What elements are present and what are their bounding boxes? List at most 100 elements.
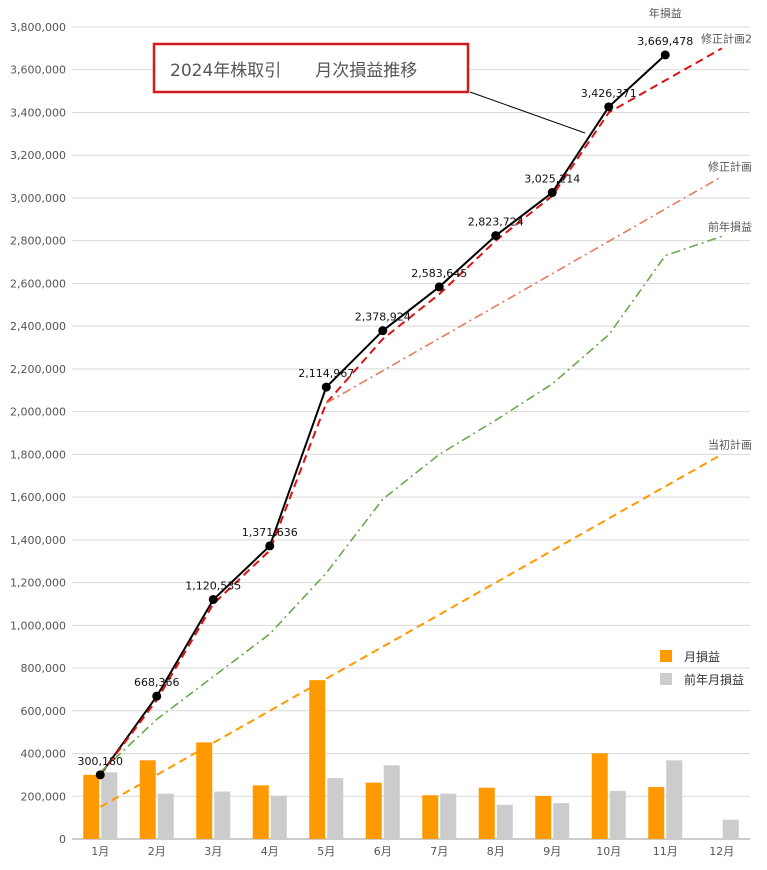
bar (139, 760, 156, 839)
data-label: 3,669,478 (637, 35, 693, 48)
legend-swatch-prev-monthly (660, 673, 672, 685)
legend-swatch-monthly (660, 650, 672, 662)
x-tick-label: 1月 (91, 845, 109, 858)
bar (101, 772, 118, 839)
bar (157, 793, 174, 839)
y-tick-label: 200,000 (21, 790, 67, 803)
y-tick-label: 2,600,000 (10, 277, 66, 290)
bar (535, 795, 552, 839)
y-tick-label: 2,200,000 (10, 363, 66, 376)
point-marker (378, 326, 388, 336)
bar (383, 765, 400, 839)
y-tick-label: 800,000 (21, 662, 67, 675)
bar (722, 819, 739, 839)
x-axis-ticks: 1月 2月 3月 4月 5月 6月 7月 8月 9月 10月 11月 12月 (91, 845, 734, 858)
bar (252, 785, 269, 839)
bar (666, 760, 683, 839)
point-marker (265, 541, 275, 551)
bar (609, 790, 626, 839)
y-tick-label: 1,400,000 (10, 534, 66, 547)
y-tick-label: 2,000,000 (10, 406, 66, 419)
bar (83, 774, 100, 839)
legend-label-monthly: 月損益 (684, 649, 720, 664)
legend: 月損益 前年月損益 (660, 649, 744, 687)
data-label: 3,426,371 (581, 87, 637, 100)
series-line (99, 235, 723, 773)
x-tick-label: 12月 (709, 845, 734, 858)
y-tick-label: 400,000 (21, 748, 67, 761)
data-label: 2,114,967 (298, 367, 354, 380)
data-label: 3,025,214 (524, 173, 580, 186)
y-tick-label: 3,800,000 (10, 21, 66, 34)
point-marker (660, 50, 670, 60)
point-marker (321, 382, 331, 392)
point-marker (208, 595, 218, 605)
series-label: 修正計画2 (701, 31, 752, 45)
y-tick-label: 2,400,000 (10, 320, 66, 333)
title-frame (152, 42, 470, 94)
bar (478, 787, 495, 839)
point-marker (491, 231, 501, 241)
series-label: 当初計画 (708, 437, 752, 451)
point-marker (547, 188, 557, 198)
data-label: 2,583,645 (411, 267, 467, 280)
bar (309, 680, 326, 839)
bar (496, 804, 513, 839)
x-tick-label: 9月 (543, 845, 561, 858)
y-tick-label: 3,200,000 (10, 149, 66, 162)
point-marker (604, 102, 614, 112)
gridlines (72, 26, 750, 840)
x-tick-label: 2月 (148, 845, 166, 858)
x-tick-label: 8月 (487, 845, 505, 858)
legend-label-prev-monthly: 前年月損益 (684, 672, 744, 687)
bar (553, 803, 570, 839)
bars (83, 680, 739, 839)
series-label: 修正計画 (708, 160, 752, 174)
x-tick-label: 11月 (653, 845, 678, 858)
y-tick-label: 600,000 (21, 705, 67, 718)
point-marker (152, 691, 162, 701)
x-tick-label: 10月 (596, 845, 621, 858)
y-tick-label: 1,200,000 (10, 577, 66, 590)
bar (440, 793, 457, 839)
x-tick-label: 3月 (204, 845, 222, 858)
x-tick-label: 5月 (317, 845, 335, 858)
y-axis-ticks: 0 200,000 400,000 600,000 800,000 1,000,000 1,… (10, 21, 66, 846)
data-label: 1,371,636 (242, 526, 298, 539)
series-lines (99, 47, 723, 808)
bar (327, 778, 344, 839)
title-callout-line (469, 91, 586, 134)
y-tick-label: 1,600,000 (10, 491, 66, 504)
bar (365, 782, 382, 839)
data-label: 2,378,924 (355, 311, 411, 324)
bar (591, 753, 608, 839)
point-marker (434, 282, 444, 292)
y-tick-label: 3,000,000 (10, 192, 66, 205)
series-line (99, 47, 723, 776)
y-tick-label: 1,000,000 (10, 619, 66, 632)
series-label: 年損益 (649, 6, 682, 20)
y-tick-label: 2,800,000 (10, 235, 66, 248)
series-label: 前年損益 (708, 219, 752, 233)
y-tick-label: 0 (59, 833, 66, 846)
series-line (99, 54, 666, 776)
bar (214, 791, 231, 839)
y-tick-label: 3,600,000 (10, 64, 66, 77)
data-label: 668,366 (134, 676, 180, 689)
bar (196, 742, 213, 839)
data-label: 1,120,535 (185, 580, 241, 593)
x-tick-label: 6月 (374, 845, 392, 858)
point-marker (95, 770, 105, 780)
x-tick-label: 7月 (430, 845, 448, 858)
series-line (99, 453, 723, 808)
point-markers (95, 50, 670, 780)
data-label: 300,180 (78, 755, 124, 768)
y-tick-label: 3,400,000 (10, 106, 66, 119)
bar (270, 795, 287, 839)
y-tick-label: 1,800,000 (10, 448, 66, 461)
data-labels: 300,180 668,366 1,120,535 1,371,636 2,114,96… (78, 35, 694, 768)
chart-title: 2024年株取引 月次損益推移 (170, 61, 417, 81)
